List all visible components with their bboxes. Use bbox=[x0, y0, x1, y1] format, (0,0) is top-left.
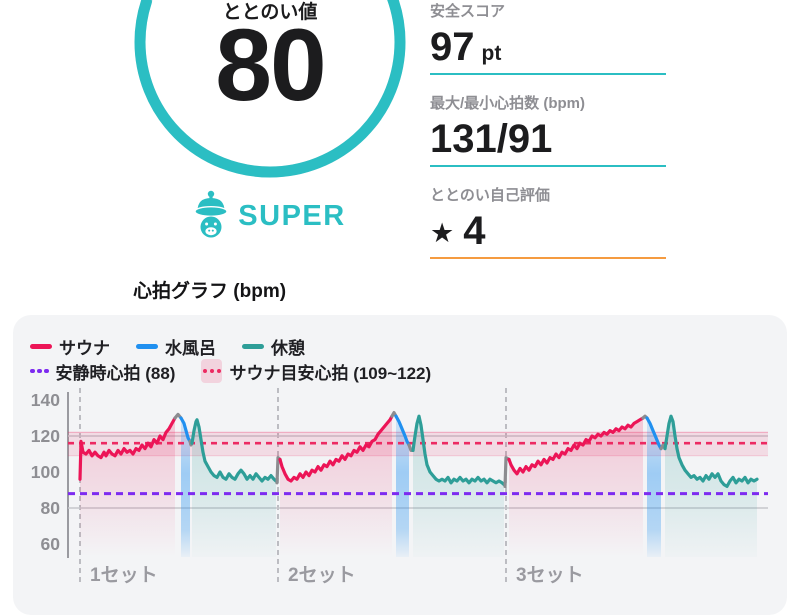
section-title-heart-rate: 心拍グラフ (bpm) bbox=[133, 281, 287, 302]
stat-max-min-hr: 最大/最小心拍数 (bpm) 131/91 bbox=[430, 92, 666, 167]
gauge-title: ととのい値 bbox=[222, 2, 318, 23]
stat-unit: pt bbox=[481, 42, 502, 65]
sauna-result-screen: { "gauge": { "label": "ととのい値", "value": … bbox=[13, 0, 787, 615]
target-band-swatch bbox=[201, 359, 223, 383]
legend-label: サウナ bbox=[59, 338, 110, 358]
stat-label: 安全スコア bbox=[430, 3, 506, 20]
stat-label: 最大/最小心拍数 (bpm) bbox=[430, 95, 585, 112]
stat-self-rating: ととのい自己評価 ★ 4 bbox=[430, 184, 666, 259]
star-icon: ★ bbox=[430, 217, 455, 248]
legend-label: 休憩 bbox=[271, 338, 305, 358]
stat-value: 131/91 bbox=[430, 117, 553, 161]
water-line-swatch bbox=[136, 343, 158, 349]
legend-label: 水風呂 bbox=[165, 338, 216, 358]
sauna-hat-icon bbox=[194, 189, 228, 244]
legend-item-target-hr: サウナ目安心拍 (109~122) bbox=[201, 359, 431, 384]
chart-legend: サウナ 水風呂 休憩 安静時心拍 (88) サウナ目安心拍 (109~122) bbox=[30, 334, 431, 383]
legend-item-sauna: サウナ bbox=[30, 334, 110, 359]
stat-value: 97 bbox=[430, 25, 475, 69]
rating-label: SUPER bbox=[238, 200, 346, 232]
rating-row: SUPER bbox=[140, 189, 400, 244]
legend-item-resting-hr: 安静時心拍 (88) bbox=[30, 359, 175, 384]
legend-label: サウナ目安心拍 (109~122) bbox=[229, 363, 432, 383]
legend-item-water: 水風呂 bbox=[136, 334, 216, 359]
resting-hr-dotted-swatch bbox=[30, 368, 49, 374]
stat-value: 4 bbox=[463, 209, 486, 253]
gauge-value: 80 bbox=[215, 8, 326, 122]
legend-item-rest: 休憩 bbox=[242, 334, 305, 359]
sauna-line-swatch bbox=[30, 343, 52, 349]
stat-label: ととのい自己評価 bbox=[430, 187, 550, 204]
legend-label: 安静時心拍 (88) bbox=[55, 363, 176, 383]
stat-safety-score: 安全スコア 97 pt bbox=[430, 0, 666, 75]
rest-line-swatch bbox=[242, 343, 264, 349]
